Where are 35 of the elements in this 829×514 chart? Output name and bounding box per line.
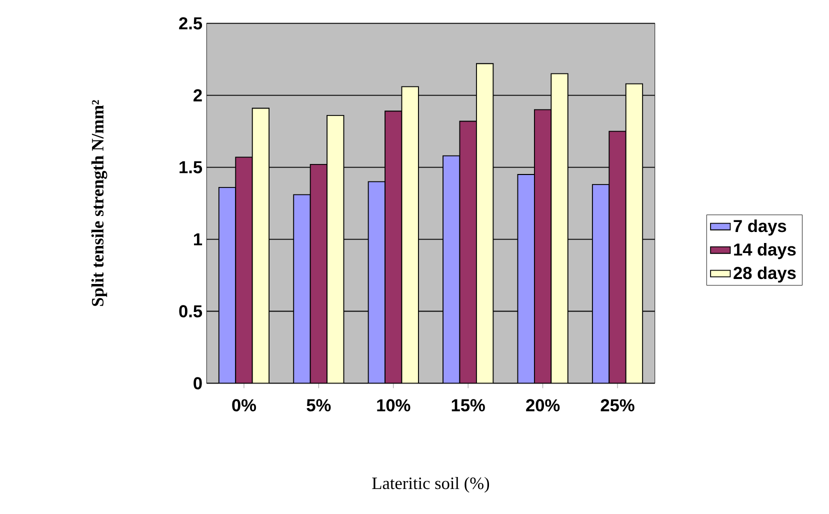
bar: [218, 186, 236, 384]
bar: [476, 63, 494, 384]
x-tick-label: 25%: [600, 399, 634, 412]
bar: [459, 120, 477, 384]
x-tick-label: 20%: [526, 399, 560, 412]
x-tick-label: 0%: [232, 399, 256, 412]
legend-label: 14 days: [734, 242, 796, 260]
bar: [368, 181, 386, 384]
x-tick-label: 10%: [377, 399, 410, 412]
bar: [293, 194, 311, 384]
y-tick-label: 2.5: [179, 17, 202, 30]
bar: [235, 156, 253, 384]
y-tick-label: 0.5: [179, 305, 202, 318]
bar: [384, 110, 402, 384]
x-axis-title: Lateritic soil (%): [372, 476, 490, 493]
y-tick-label: 2: [194, 89, 202, 102]
legend-label: 28 days: [734, 266, 796, 283]
legend-label: 7 days: [734, 219, 786, 236]
x-tick-label: 5%: [306, 399, 331, 412]
y-axis-title: Split tensile strength N/mm²: [91, 100, 108, 306]
bar: [326, 114, 344, 384]
x-tick-label: 15%: [452, 399, 485, 412]
bar: [534, 109, 552, 384]
y-tick-label: 0: [194, 377, 202, 390]
bar: [401, 86, 419, 384]
y-tick-label: 1: [194, 233, 202, 246]
bar: [442, 155, 460, 384]
bar: [625, 83, 644, 384]
bar: [310, 164, 328, 384]
bar: [550, 73, 568, 384]
y-tick-label: 1.5: [180, 161, 202, 174]
bar: [592, 184, 610, 384]
bar: [608, 130, 626, 384]
bar: [517, 174, 535, 384]
bar: [252, 108, 270, 384]
